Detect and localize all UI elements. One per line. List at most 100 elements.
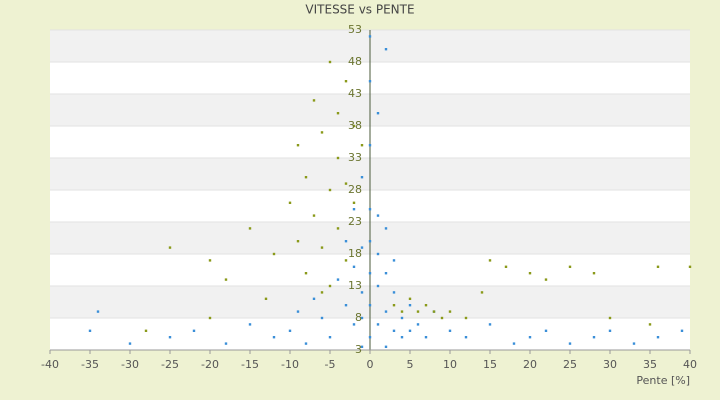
point <box>360 144 364 147</box>
point <box>464 316 468 320</box>
point <box>224 278 228 281</box>
x-tick-label: -20 <box>201 358 219 371</box>
point <box>296 310 300 313</box>
point <box>384 345 388 348</box>
point <box>360 246 364 249</box>
y-tick-label: 53 <box>348 23 362 36</box>
point <box>368 240 372 243</box>
point <box>408 329 412 332</box>
x-tick-label: -35 <box>81 358 99 371</box>
point <box>400 316 404 320</box>
point <box>440 316 444 320</box>
point <box>656 336 660 339</box>
x-tick-label: 35 <box>643 358 657 371</box>
point <box>416 310 420 313</box>
point <box>320 131 324 134</box>
point <box>608 316 612 320</box>
x-tick-label: 40 <box>683 358 697 371</box>
point <box>568 342 572 345</box>
point <box>368 35 372 38</box>
x-tick-label: 5 <box>407 358 414 371</box>
point <box>320 316 324 320</box>
point <box>656 265 660 268</box>
point <box>376 112 380 115</box>
point <box>392 291 396 294</box>
point <box>608 329 612 332</box>
point <box>336 156 340 160</box>
point <box>344 259 348 262</box>
point <box>352 201 356 204</box>
point <box>368 208 372 211</box>
point <box>88 329 92 332</box>
point <box>344 182 348 185</box>
x-tick-label: 25 <box>563 358 577 371</box>
point <box>424 304 428 307</box>
point <box>376 214 380 217</box>
point <box>328 284 332 288</box>
point <box>352 265 356 268</box>
point <box>368 144 372 147</box>
x-tick-label: 30 <box>603 358 617 371</box>
point <box>296 144 300 147</box>
point <box>168 336 172 339</box>
point <box>368 304 372 307</box>
point <box>272 252 276 256</box>
point <box>248 227 252 230</box>
y-tick-label: 13 <box>348 279 362 292</box>
point <box>384 310 388 313</box>
point <box>336 227 340 230</box>
point <box>352 208 356 211</box>
point <box>448 310 452 313</box>
point <box>408 297 412 300</box>
point <box>424 336 428 339</box>
x-tick-label: 0 <box>367 358 374 371</box>
point <box>168 246 172 249</box>
point <box>392 259 396 262</box>
point <box>288 201 292 204</box>
point <box>320 246 324 249</box>
point <box>376 284 380 288</box>
point <box>328 188 332 192</box>
point <box>296 240 300 243</box>
point <box>592 336 596 339</box>
point <box>248 323 252 326</box>
point <box>504 265 508 268</box>
y-tick-label: 8 <box>355 311 362 324</box>
point <box>264 297 268 300</box>
point <box>464 336 468 339</box>
x-tick-label: -40 <box>41 358 59 371</box>
point <box>408 304 412 307</box>
point <box>488 323 492 326</box>
point <box>344 80 348 83</box>
point <box>336 112 340 115</box>
point <box>384 48 388 51</box>
point <box>312 297 316 300</box>
point <box>344 304 348 307</box>
point <box>368 272 372 275</box>
point <box>432 310 436 313</box>
point <box>392 304 396 307</box>
point <box>416 323 420 326</box>
point <box>368 80 372 83</box>
point <box>528 272 532 275</box>
y-tick-label: 43 <box>348 87 362 100</box>
point <box>376 252 380 256</box>
y-tick-label: 33 <box>348 151 362 164</box>
x-tick-label: -5 <box>325 358 336 371</box>
y-tick-label: 18 <box>348 247 362 260</box>
point <box>328 336 332 339</box>
point <box>320 291 324 294</box>
point <box>544 278 548 281</box>
point <box>360 345 364 348</box>
y-tick-label: 23 <box>348 215 362 228</box>
point <box>224 342 228 345</box>
point <box>272 336 276 339</box>
y-tick-label: 48 <box>348 55 362 68</box>
x-tick-label: -25 <box>161 358 179 371</box>
point <box>304 272 308 275</box>
x-tick-label: -30 <box>121 358 139 371</box>
point <box>568 265 572 268</box>
point <box>400 310 404 313</box>
point <box>368 336 372 339</box>
